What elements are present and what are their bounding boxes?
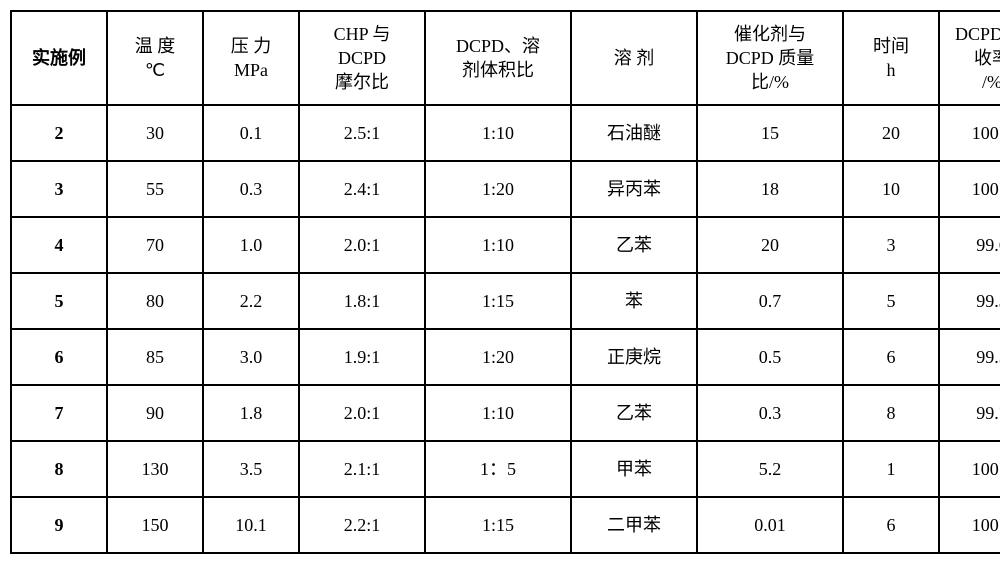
cell-example: 3	[11, 161, 107, 217]
cell-time: 6	[843, 329, 939, 385]
cell-molar: 2.4:1	[299, 161, 425, 217]
cell-solvent: 乙苯	[571, 385, 697, 441]
cell-temp: 55	[107, 161, 203, 217]
cell-temp: 90	[107, 385, 203, 441]
col-header-yield: DCPDDO收率/%	[939, 11, 1000, 105]
cell-time: 5	[843, 273, 939, 329]
cell-solvent: 石油醚	[571, 105, 697, 161]
table-header-row: 实施例 温 度℃ 压 力MPa CHP 与DCPD摩尔比 DCPD、溶剂体积比 …	[11, 11, 1000, 105]
cell-catalyst: 18	[697, 161, 843, 217]
cell-yield: 99.5	[939, 329, 1000, 385]
table-row: 2 30 0.1 2.5:1 1:10 石油醚 15 20 100.0	[11, 105, 1000, 161]
table-row: 5 80 2.2 1.8:1 1:15 苯 0.7 5 99.3	[11, 273, 1000, 329]
cell-example: 7	[11, 385, 107, 441]
cell-pressure: 0.3	[203, 161, 299, 217]
cell-time: 6	[843, 497, 939, 553]
cell-example: 8	[11, 441, 107, 497]
cell-pressure: 10.1	[203, 497, 299, 553]
cell-volratio: 1:15	[425, 497, 571, 553]
cell-pressure: 2.2	[203, 273, 299, 329]
cell-volratio: 1:20	[425, 329, 571, 385]
col-header-example: 实施例	[11, 11, 107, 105]
cell-yield: 99.6	[939, 217, 1000, 273]
cell-example: 9	[11, 497, 107, 553]
cell-yield: 100.0	[939, 441, 1000, 497]
cell-pressure: 1.8	[203, 385, 299, 441]
cell-molar: 2.1:1	[299, 441, 425, 497]
col-header-temperature: 温 度℃	[107, 11, 203, 105]
cell-time: 8	[843, 385, 939, 441]
table-body: 2 30 0.1 2.5:1 1:10 石油醚 15 20 100.0 3 55…	[11, 105, 1000, 553]
table-row: 6 85 3.0 1.9:1 1:20 正庚烷 0.5 6 99.5	[11, 329, 1000, 385]
cell-solvent: 二甲苯	[571, 497, 697, 553]
table-row: 3 55 0.3 2.4:1 1:20 异丙苯 18 10 100.0	[11, 161, 1000, 217]
cell-example: 2	[11, 105, 107, 161]
col-header-dcpd-solvent: DCPD、溶剂体积比	[425, 11, 571, 105]
col-header-time: 时间h	[843, 11, 939, 105]
experiment-table: 实施例 温 度℃ 压 力MPa CHP 与DCPD摩尔比 DCPD、溶剂体积比 …	[10, 10, 1000, 554]
table-row: 4 70 1.0 2.0:1 1:10 乙苯 20 3 99.6	[11, 217, 1000, 273]
col-header-catalyst-ratio: 催化剂与DCPD 质量比/%	[697, 11, 843, 105]
cell-temp: 150	[107, 497, 203, 553]
cell-solvent: 甲苯	[571, 441, 697, 497]
cell-pressure: 3.0	[203, 329, 299, 385]
cell-pressure: 0.1	[203, 105, 299, 161]
cell-catalyst: 5.2	[697, 441, 843, 497]
cell-solvent: 苯	[571, 273, 697, 329]
cell-solvent: 异丙苯	[571, 161, 697, 217]
cell-molar: 1.9:1	[299, 329, 425, 385]
cell-catalyst: 0.5	[697, 329, 843, 385]
cell-catalyst: 0.01	[697, 497, 843, 553]
cell-volratio: 1:15	[425, 273, 571, 329]
cell-temp: 85	[107, 329, 203, 385]
cell-example: 4	[11, 217, 107, 273]
cell-time: 20	[843, 105, 939, 161]
cell-time: 10	[843, 161, 939, 217]
cell-volratio: 1:10	[425, 385, 571, 441]
cell-yield: 100.0	[939, 105, 1000, 161]
table-row: 9 150 10.1 2.2:1 1:15 二甲苯 0.01 6 100.0	[11, 497, 1000, 553]
cell-solvent: 正庚烷	[571, 329, 697, 385]
cell-catalyst: 20	[697, 217, 843, 273]
cell-molar: 2.2:1	[299, 497, 425, 553]
cell-volratio: 1:20	[425, 161, 571, 217]
cell-molar: 1.8:1	[299, 273, 425, 329]
cell-yield: 99.7	[939, 385, 1000, 441]
cell-volratio: 1:10	[425, 105, 571, 161]
cell-catalyst: 15	[697, 105, 843, 161]
col-header-pressure: 压 力MPa	[203, 11, 299, 105]
table-row: 7 90 1.8 2.0:1 1:10 乙苯 0.3 8 99.7	[11, 385, 1000, 441]
cell-yield: 100.0	[939, 161, 1000, 217]
cell-molar: 2.5:1	[299, 105, 425, 161]
cell-temp: 80	[107, 273, 203, 329]
cell-pressure: 1.0	[203, 217, 299, 273]
cell-volratio: 1：5	[425, 441, 571, 497]
cell-molar: 2.0:1	[299, 217, 425, 273]
cell-example: 5	[11, 273, 107, 329]
col-header-chp-dcpd-ratio: CHP 与DCPD摩尔比	[299, 11, 425, 105]
cell-temp: 70	[107, 217, 203, 273]
cell-pressure: 3.5	[203, 441, 299, 497]
cell-example: 6	[11, 329, 107, 385]
cell-temp: 30	[107, 105, 203, 161]
cell-yield: 100.0	[939, 497, 1000, 553]
cell-molar: 2.0:1	[299, 385, 425, 441]
table-row: 8 130 3.5 2.1:1 1：5 甲苯 5.2 1 100.0	[11, 441, 1000, 497]
cell-solvent: 乙苯	[571, 217, 697, 273]
cell-yield: 99.3	[939, 273, 1000, 329]
cell-temp: 130	[107, 441, 203, 497]
cell-catalyst: 0.7	[697, 273, 843, 329]
cell-catalyst: 0.3	[697, 385, 843, 441]
cell-volratio: 1:10	[425, 217, 571, 273]
cell-time: 1	[843, 441, 939, 497]
col-header-solvent: 溶 剂	[571, 11, 697, 105]
cell-time: 3	[843, 217, 939, 273]
